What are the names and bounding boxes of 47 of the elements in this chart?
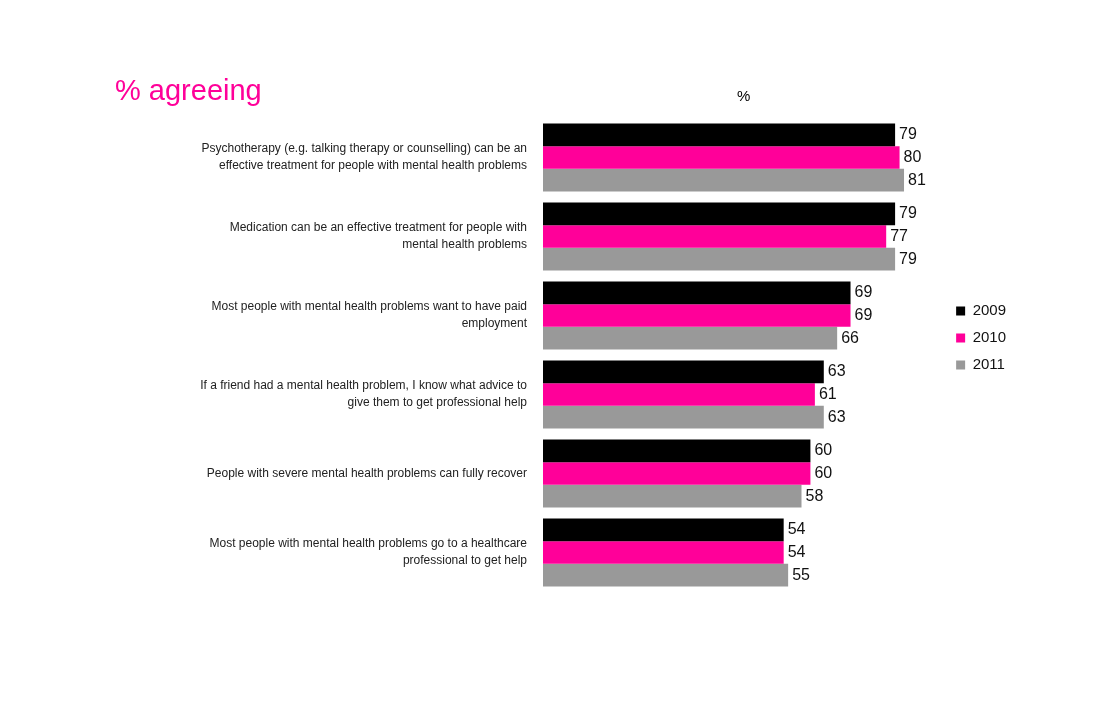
bar [543,304,851,327]
bar [543,518,784,542]
bar [543,281,851,305]
bar [543,247,896,271]
bar [543,360,824,384]
bar [543,168,905,192]
y-tick-label: Most people with mental health problems want to have paid employment [211,299,528,331]
x-axis-title: % [736,87,751,105]
bar [543,225,887,248]
y-tick-label: If a friend had a mental health problem, I know what advice to give them to get professional help [200,378,528,410]
bar [543,326,838,350]
y-tick-label: Psychotherapy (e.g. talking therapy or counselling) can be an effective treatment for people with mental health problems [201,141,527,173]
bar [543,484,802,508]
bar [543,405,824,429]
data-label: 58 [805,486,824,504]
y-tick-label: People with severe mental health problems can fully recover [206,465,527,480]
data-label: 60 [814,463,833,481]
text: % agreeing [115,74,262,107]
data-label: 80 [903,147,922,165]
data-label: 79 [899,249,917,267]
bar [543,146,900,169]
data-label: 69 [854,305,873,323]
data-label: 54 [787,520,806,538]
data-label: 69 [854,283,873,301]
bar [543,383,815,406]
bar [543,439,811,463]
data-label: 54 [787,542,806,560]
legend-label: 2010 [972,328,1007,346]
data-label: 61 [818,384,837,402]
legend-label: 2011 [972,355,1005,373]
y-tick-label: Most people with mental health problems go to a healthcare professional to get help [209,536,528,568]
data-label: 66 [841,328,860,346]
bar [543,202,896,226]
legend-label: 2009 [972,301,1007,319]
data-label: 55 [792,565,811,583]
data-label: 77 [890,226,909,244]
bar [543,462,811,485]
data-label: 60 [814,441,833,459]
bar [543,123,896,147]
data-label: 81 [908,170,926,188]
data-label: 79 [899,125,917,143]
data-label: 63 [827,362,846,380]
data-label: 63 [827,407,846,425]
data-label: 79 [899,204,917,222]
bar [543,541,784,564]
y-tick-label: Medication can be an effective treatment for people with mental health problems [229,220,527,252]
bar [543,563,789,587]
